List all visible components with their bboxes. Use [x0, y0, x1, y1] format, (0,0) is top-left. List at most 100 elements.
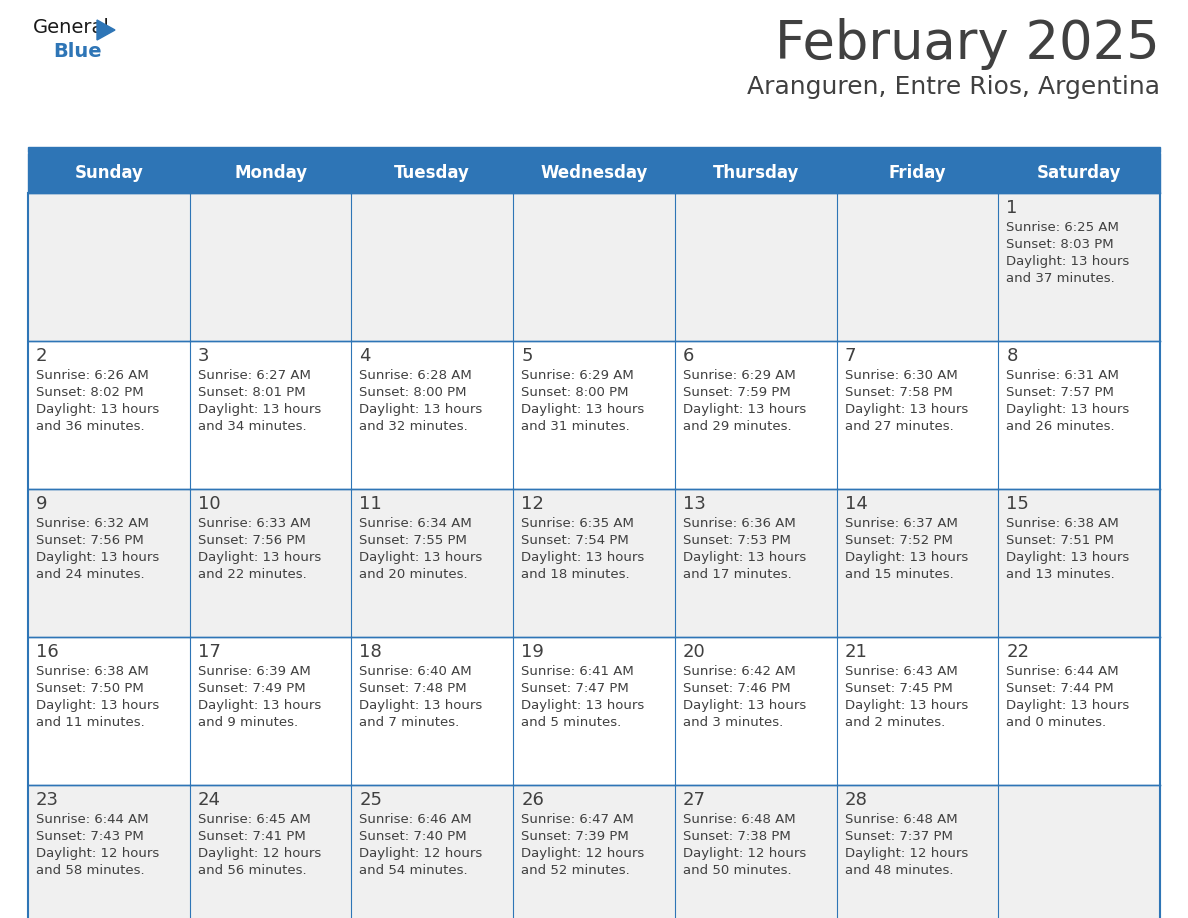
Text: Daylight: 12 hours: Daylight: 12 hours: [36, 847, 159, 860]
Text: 27: 27: [683, 791, 706, 809]
Text: 17: 17: [197, 643, 221, 661]
Text: Daylight: 13 hours: Daylight: 13 hours: [36, 699, 159, 712]
Text: 19: 19: [522, 643, 544, 661]
Text: Sunset: 8:02 PM: Sunset: 8:02 PM: [36, 386, 144, 399]
Bar: [190, 785, 352, 918]
Text: Daylight: 12 hours: Daylight: 12 hours: [197, 847, 321, 860]
Text: Sunset: 7:56 PM: Sunset: 7:56 PM: [36, 534, 144, 547]
Bar: [29, 147, 1159, 152]
Text: Sunset: 8:00 PM: Sunset: 8:00 PM: [360, 386, 467, 399]
Bar: [836, 489, 998, 637]
Text: 21: 21: [845, 643, 867, 661]
Bar: [352, 193, 513, 341]
Text: and 24 minutes.: and 24 minutes.: [36, 568, 145, 581]
Text: 18: 18: [360, 643, 383, 661]
Text: Sunset: 7:52 PM: Sunset: 7:52 PM: [845, 534, 953, 547]
Bar: [513, 341, 675, 489]
Text: Sunset: 7:51 PM: Sunset: 7:51 PM: [1006, 534, 1114, 547]
Text: Daylight: 12 hours: Daylight: 12 hours: [522, 847, 644, 860]
Text: Sunrise: 6:38 AM: Sunrise: 6:38 AM: [36, 665, 148, 678]
Text: Daylight: 12 hours: Daylight: 12 hours: [683, 847, 807, 860]
Text: Sunrise: 6:45 AM: Sunrise: 6:45 AM: [197, 813, 310, 826]
Text: Daylight: 13 hours: Daylight: 13 hours: [845, 551, 968, 564]
Text: Daylight: 13 hours: Daylight: 13 hours: [683, 403, 807, 416]
Text: 16: 16: [36, 643, 58, 661]
Bar: [836, 193, 998, 341]
Bar: [513, 489, 675, 637]
Text: Daylight: 13 hours: Daylight: 13 hours: [36, 551, 159, 564]
Text: Thursday: Thursday: [713, 164, 798, 182]
Text: and 54 minutes.: and 54 minutes.: [360, 864, 468, 877]
Text: Sunset: 7:57 PM: Sunset: 7:57 PM: [1006, 386, 1114, 399]
Bar: [190, 341, 352, 489]
Bar: [836, 637, 998, 785]
Text: Sunset: 7:49 PM: Sunset: 7:49 PM: [197, 682, 305, 695]
Text: and 18 minutes.: and 18 minutes.: [522, 568, 630, 581]
Text: Sunset: 8:00 PM: Sunset: 8:00 PM: [522, 386, 628, 399]
Text: and 2 minutes.: and 2 minutes.: [845, 716, 944, 729]
Text: and 58 minutes.: and 58 minutes.: [36, 864, 145, 877]
Text: Sunset: 7:39 PM: Sunset: 7:39 PM: [522, 830, 628, 843]
Text: and 29 minutes.: and 29 minutes.: [683, 420, 791, 433]
Bar: [29, 637, 190, 785]
Bar: [29, 193, 190, 341]
Bar: [836, 341, 998, 489]
Text: and 32 minutes.: and 32 minutes.: [360, 420, 468, 433]
Text: 28: 28: [845, 791, 867, 809]
Bar: [836, 785, 998, 918]
Text: 12: 12: [522, 495, 544, 513]
Bar: [190, 637, 352, 785]
Text: Sunset: 7:56 PM: Sunset: 7:56 PM: [197, 534, 305, 547]
Text: Daylight: 13 hours: Daylight: 13 hours: [360, 551, 482, 564]
Text: Sunrise: 6:42 AM: Sunrise: 6:42 AM: [683, 665, 796, 678]
Bar: [190, 489, 352, 637]
Text: and 3 minutes.: and 3 minutes.: [683, 716, 783, 729]
Text: Daylight: 13 hours: Daylight: 13 hours: [845, 403, 968, 416]
Text: Daylight: 13 hours: Daylight: 13 hours: [683, 699, 807, 712]
Text: 7: 7: [845, 347, 857, 365]
Text: and 52 minutes.: and 52 minutes.: [522, 864, 630, 877]
Polygon shape: [97, 20, 115, 40]
Text: Sunset: 7:41 PM: Sunset: 7:41 PM: [197, 830, 305, 843]
Bar: [675, 489, 836, 637]
Text: and 5 minutes.: and 5 minutes.: [522, 716, 621, 729]
Text: Sunday: Sunday: [75, 164, 144, 182]
Text: Sunrise: 6:26 AM: Sunrise: 6:26 AM: [36, 369, 148, 382]
Text: Sunset: 7:43 PM: Sunset: 7:43 PM: [36, 830, 144, 843]
Text: 14: 14: [845, 495, 867, 513]
Text: 2: 2: [36, 347, 48, 365]
Text: Daylight: 13 hours: Daylight: 13 hours: [522, 699, 644, 712]
Text: 8: 8: [1006, 347, 1018, 365]
Text: Daylight: 12 hours: Daylight: 12 hours: [845, 847, 968, 860]
Text: Daylight: 13 hours: Daylight: 13 hours: [1006, 255, 1130, 268]
Text: Aranguren, Entre Rios, Argentina: Aranguren, Entre Rios, Argentina: [747, 75, 1159, 99]
Text: Sunset: 7:47 PM: Sunset: 7:47 PM: [522, 682, 628, 695]
Text: 23: 23: [36, 791, 59, 809]
Text: 20: 20: [683, 643, 706, 661]
Text: Sunrise: 6:34 AM: Sunrise: 6:34 AM: [360, 517, 472, 530]
Text: Sunset: 8:03 PM: Sunset: 8:03 PM: [1006, 238, 1114, 251]
Bar: [29, 489, 190, 637]
Text: Daylight: 13 hours: Daylight: 13 hours: [197, 551, 321, 564]
Text: Monday: Monday: [234, 164, 308, 182]
Text: Sunrise: 6:48 AM: Sunrise: 6:48 AM: [683, 813, 796, 826]
Bar: [998, 637, 1159, 785]
Bar: [998, 193, 1159, 341]
Text: 26: 26: [522, 791, 544, 809]
Text: Sunrise: 6:29 AM: Sunrise: 6:29 AM: [683, 369, 796, 382]
Text: Sunset: 7:50 PM: Sunset: 7:50 PM: [36, 682, 144, 695]
Text: Sunrise: 6:47 AM: Sunrise: 6:47 AM: [522, 813, 634, 826]
Text: 5: 5: [522, 347, 532, 365]
Text: Daylight: 13 hours: Daylight: 13 hours: [360, 699, 482, 712]
Text: and 36 minutes.: and 36 minutes.: [36, 420, 145, 433]
Bar: [675, 193, 836, 341]
Text: and 27 minutes.: and 27 minutes.: [845, 420, 953, 433]
Text: 11: 11: [360, 495, 383, 513]
Text: Sunrise: 6:29 AM: Sunrise: 6:29 AM: [522, 369, 634, 382]
Text: and 9 minutes.: and 9 minutes.: [197, 716, 298, 729]
Text: and 22 minutes.: and 22 minutes.: [197, 568, 307, 581]
Text: Sunrise: 6:37 AM: Sunrise: 6:37 AM: [845, 517, 958, 530]
Text: and 13 minutes.: and 13 minutes.: [1006, 568, 1116, 581]
Bar: [352, 341, 513, 489]
Text: Daylight: 13 hours: Daylight: 13 hours: [683, 551, 807, 564]
